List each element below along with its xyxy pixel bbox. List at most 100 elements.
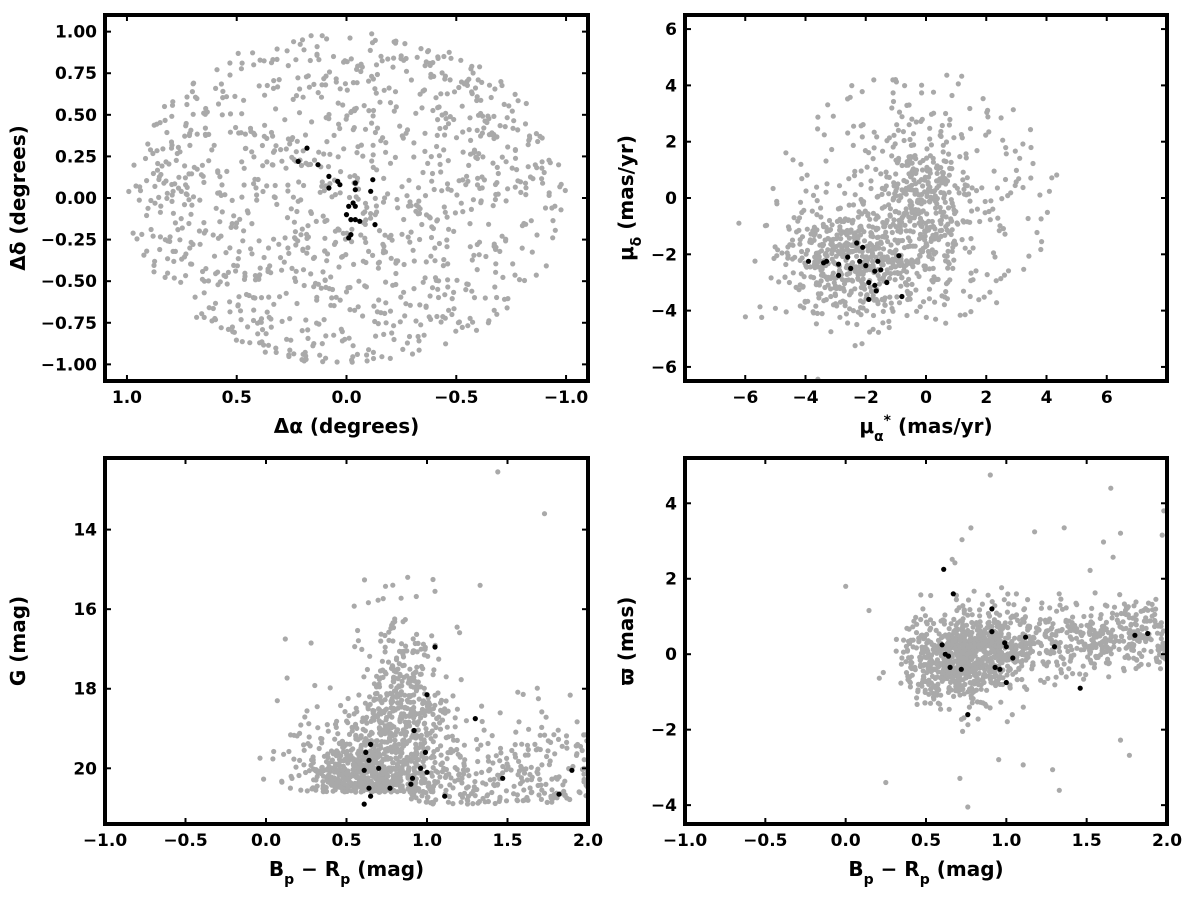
field-star-point — [829, 247, 835, 253]
field-star-point — [923, 220, 929, 226]
field-star-point — [303, 74, 309, 80]
field-star-point — [922, 689, 928, 696]
field-star-point — [891, 132, 897, 138]
field-star-point — [905, 235, 912, 241]
field-star-point — [424, 703, 430, 710]
field-star-point — [199, 311, 205, 317]
field-star-point — [975, 716, 981, 722]
field-star-point — [929, 673, 936, 680]
field-star-point — [896, 109, 903, 115]
field-star-point — [848, 290, 854, 296]
field-star-point — [926, 266, 933, 272]
field-star-point — [331, 332, 337, 338]
field-star-point — [1137, 631, 1143, 637]
field-star-point — [525, 164, 531, 170]
field-star-point — [1022, 614, 1028, 620]
field-star-point — [400, 654, 407, 660]
field-star-point — [967, 637, 974, 643]
field-star-point — [1049, 631, 1055, 638]
field-star-point — [493, 753, 499, 759]
field-star-point — [1074, 645, 1080, 651]
field-star-point — [409, 351, 416, 357]
field-star-point — [515, 98, 521, 104]
field-star-point — [480, 795, 486, 802]
field-star-point — [322, 218, 328, 224]
field-star-point — [225, 269, 231, 275]
field-star-point — [399, 231, 405, 237]
field-star-point — [980, 641, 986, 647]
field-star-point — [179, 256, 185, 262]
field-star-point — [864, 243, 870, 249]
field-star-point — [206, 131, 212, 137]
field-star-point — [1014, 677, 1020, 683]
field-star-point — [419, 793, 425, 799]
field-star-point — [850, 202, 857, 208]
field-star-point — [349, 239, 355, 245]
field-star-point — [942, 199, 948, 205]
field-star-point — [311, 157, 318, 163]
field-star-point — [444, 244, 450, 250]
member-star-point — [346, 235, 352, 241]
field-star-point — [304, 235, 310, 241]
field-star-point — [1010, 107, 1016, 113]
x-axis-label: μα* (mas/yr) — [859, 413, 992, 445]
field-star-point — [370, 252, 376, 258]
field-star-point — [416, 696, 422, 702]
field-star-point — [1019, 663, 1025, 669]
field-star-point — [370, 355, 377, 362]
field-star-point — [394, 789, 400, 795]
field-star-point — [406, 333, 413, 340]
field-star-point — [386, 713, 393, 719]
field-star-point — [461, 771, 467, 777]
field-star-point — [430, 739, 436, 745]
field-star-point — [175, 144, 181, 150]
y-tick-label: −0.50 — [41, 272, 97, 292]
field-star-point — [937, 701, 943, 707]
field-star-point — [293, 149, 299, 155]
field-star-point — [774, 253, 780, 259]
field-star-point — [449, 296, 455, 302]
field-star-point — [1047, 605, 1053, 611]
field-star-point — [1045, 619, 1051, 625]
field-star-point — [845, 130, 851, 136]
field-star-point — [859, 89, 865, 95]
field-star-point — [352, 721, 359, 727]
field-star-point — [287, 141, 293, 147]
field-star-point — [1053, 674, 1059, 680]
field-star-point — [896, 210, 902, 216]
field-star-point — [363, 259, 369, 266]
field-star-point — [393, 688, 399, 694]
field-star-point — [1056, 787, 1062, 793]
field-star-point — [1024, 686, 1030, 693]
field-star-point — [911, 142, 917, 148]
field-star-point — [1043, 628, 1050, 634]
field-star-point — [274, 698, 280, 704]
field-star-point — [397, 671, 403, 678]
field-star-point — [1081, 676, 1087, 682]
field-star-point — [555, 736, 562, 743]
field-star-point — [164, 129, 170, 136]
field-star-point — [382, 249, 389, 255]
field-star-point — [910, 229, 916, 235]
field-star-point — [258, 295, 265, 301]
field-star-point — [1036, 650, 1043, 657]
field-star-point — [390, 582, 396, 588]
member-star-point — [363, 749, 369, 756]
field-star-point — [1091, 665, 1097, 671]
field-star-point — [1005, 591, 1011, 597]
field-star-point — [183, 251, 189, 257]
field-star-point — [879, 191, 885, 197]
field-star-point — [880, 246, 887, 252]
field-star-point — [830, 302, 837, 308]
field-star-point — [945, 642, 951, 649]
field-star-point — [315, 281, 321, 287]
field-star-point — [904, 258, 910, 264]
field-star-point — [401, 757, 407, 764]
field-star-point — [239, 194, 245, 200]
field-star-point — [417, 302, 423, 308]
field-star-point — [967, 686, 973, 692]
field-star-point — [285, 245, 291, 251]
field-star-point — [782, 274, 788, 280]
field-star-point — [1106, 674, 1112, 680]
